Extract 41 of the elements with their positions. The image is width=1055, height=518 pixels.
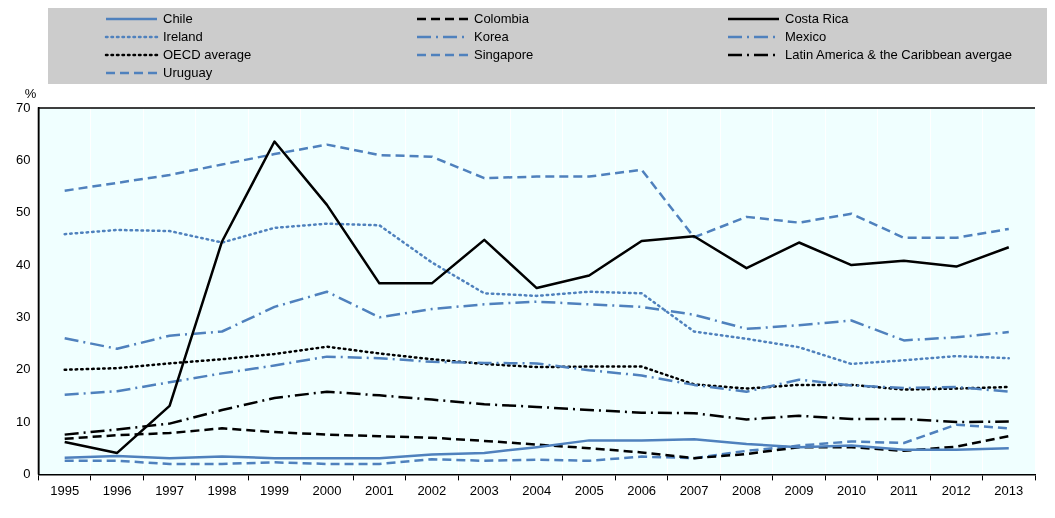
legend-label: Mexico bbox=[785, 28, 827, 46]
y-tick-label: 40 bbox=[15, 256, 31, 272]
legend-label: Uruguay bbox=[163, 64, 213, 82]
line-series bbox=[63, 355, 1011, 397]
line-series bbox=[63, 143, 1011, 240]
legend-label: Costa Rica bbox=[785, 10, 849, 28]
x-tick-label: 2010 bbox=[836, 482, 866, 498]
y-tick-label: 70 bbox=[15, 99, 31, 115]
x-tick-label: 2012 bbox=[941, 482, 971, 498]
x-tick-label: 2000 bbox=[312, 482, 342, 498]
x-tick-label: 2004 bbox=[522, 482, 552, 498]
x-tick-label: 2003 bbox=[469, 482, 499, 498]
line-series bbox=[63, 222, 1011, 366]
x-tick-label: 2008 bbox=[732, 482, 761, 498]
x-tick-label: 2009 bbox=[784, 482, 814, 498]
x-tick-label: 2002 bbox=[417, 482, 447, 498]
x-tick-label: 2005 bbox=[574, 482, 604, 498]
legend-label: Chile bbox=[163, 10, 193, 28]
legend-label: OECD average bbox=[163, 46, 252, 64]
x-tick-label: 1999 bbox=[260, 482, 289, 498]
legend-label: Latin America & the Caribbean avergae bbox=[785, 46, 1012, 64]
y-tick-label: 50 bbox=[15, 204, 31, 220]
x-tick-label: 2006 bbox=[627, 482, 657, 498]
y-tick-label: 60 bbox=[15, 151, 31, 167]
y-tick-label: 20 bbox=[15, 361, 31, 377]
x-tick-label: 2013 bbox=[994, 482, 1024, 498]
legend-label: Colombia bbox=[474, 10, 529, 28]
y-tick-label: 30 bbox=[15, 308, 31, 324]
y-tick-label: 10 bbox=[15, 413, 31, 429]
y-tick-label: 0 bbox=[23, 465, 31, 481]
y-axis-title: % bbox=[24, 86, 37, 101]
x-tick-label: 2001 bbox=[364, 482, 394, 498]
legend-label: Ireland bbox=[163, 28, 203, 46]
legend-label: Korea bbox=[474, 28, 509, 46]
x-tick-label: 1996 bbox=[102, 482, 132, 498]
x-tick-label: 2011 bbox=[889, 482, 918, 498]
x-tick-label: 1995 bbox=[50, 482, 80, 498]
legend-label: Singapore bbox=[474, 46, 534, 64]
x-tick-label: 2007 bbox=[679, 482, 709, 498]
x-tick-label: 1998 bbox=[207, 482, 237, 498]
x-tick-label: 1997 bbox=[155, 482, 185, 498]
